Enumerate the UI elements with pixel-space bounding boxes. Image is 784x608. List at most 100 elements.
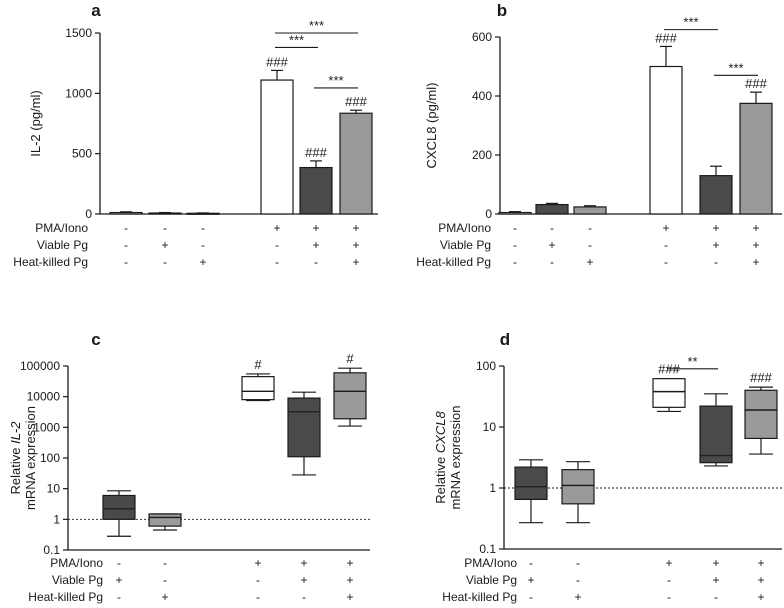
condition-sign: + [352,221,359,235]
condition-sign: - [201,221,205,235]
y-axis-label: mRNA expression [23,406,38,510]
bar [109,211,143,215]
y-tick-label: 1000 [65,86,92,100]
y-axis-label: CXCL8 (pg/ml) [424,83,439,169]
condition-sign: + [312,238,319,252]
condition-sign: - [513,221,517,235]
bar [186,212,220,215]
condition-sign: - [117,556,121,570]
y-axis-label: mRNA expression [448,405,463,509]
condition-sign: - [714,590,718,604]
condition-sign: - [201,238,205,252]
condition-sign: + [574,590,581,604]
condition-label: Heat-killed Pg [13,255,88,269]
condition-sign: + [752,238,759,252]
panel-label-a: a [91,1,101,20]
condition-sign: - [163,221,167,235]
box [287,397,321,458]
bar-annotation: ### [745,76,767,91]
condition-sign: + [312,221,319,235]
panel-d: d 0.1 1 10 100 Relative CXCL8 mRNA expression #… [433,330,782,604]
y-tick-label: 1 [489,481,496,495]
box [744,389,778,440]
condition-sign: - [714,255,718,269]
condition-sign: - [513,238,517,252]
box [652,378,686,408]
condition-sign: - [576,556,580,570]
bar [649,65,683,215]
condition-sign: - [550,255,554,269]
y-axis-label: Relative IL-2 [8,421,23,495]
panel-label-d: d [500,330,510,349]
y-tick-label: 100 [40,451,60,465]
condition-sign: - [667,590,671,604]
y-tick-label: 10 [483,420,497,434]
condition-label: PMA/Iono [35,221,88,235]
condition-sign: + [346,573,353,587]
significance-label: *** [328,73,343,88]
condition-label: Viable Pg [52,573,103,587]
condition-sign: + [665,556,672,570]
condition-sign: + [712,221,719,235]
panel-label-c: c [91,330,100,349]
y-tick-label: 500 [72,147,92,161]
box [241,376,275,401]
condition-sign: - [314,255,318,269]
condition-sign: + [752,255,759,269]
condition-sign: - [117,590,121,604]
condition-sign: + [662,221,669,235]
box [333,372,367,420]
condition-sign: + [712,573,719,587]
panel-label-b: b [497,1,507,20]
condition-sign: - [275,255,279,269]
box [148,513,182,527]
condition-sign: - [550,221,554,235]
box [699,405,733,464]
y-tick-label: 1500 [65,26,92,40]
y-tick-label: 0 [85,207,92,221]
bar [573,206,607,215]
condition-sign: - [664,255,668,269]
significance-label: ** [687,354,697,369]
condition-sign: - [664,238,668,252]
condition-label: Heat-killed Pg [28,590,103,604]
condition-sign: - [256,573,260,587]
condition-label: PMA/Iono [50,556,103,570]
condition-sign: + [757,590,764,604]
y-tick-label: 10000 [27,390,61,404]
condition-sign: + [586,255,593,269]
condition-sign: + [757,556,764,570]
condition-sign: - [256,590,260,604]
condition-sign: - [302,590,306,604]
condition-sign: + [115,573,122,587]
condition-sign: - [124,238,128,252]
box-annotation: # [254,357,262,372]
bar [535,203,569,215]
significance-label: *** [289,32,304,47]
bar-annotation: ### [305,145,327,160]
condition-sign: - [588,221,592,235]
y-tick-label: 200 [472,148,492,162]
condition-sign: - [529,590,533,604]
bar [498,211,532,215]
condition-sign: - [163,255,167,269]
condition-label: PMA/Iono [438,221,491,235]
y-tick-label: 600 [472,30,492,44]
bar [299,166,333,215]
bar [260,79,294,215]
y-tick-label: 0 [485,207,492,221]
condition-sign: + [161,590,168,604]
significance-label: *** [683,15,698,30]
y-tick-label: 0.1 [43,543,60,557]
y-axis-label: Relative CXCL8 [433,410,448,503]
y-tick-label: 100000 [20,359,60,373]
condition-sign: + [752,221,759,235]
y-axis-label: IL-2 (pg/ml) [28,90,43,156]
condition-sign: - [124,221,128,235]
condition-sign: - [529,556,533,570]
y-tick-label: 0.1 [479,542,496,556]
bar [739,102,773,215]
